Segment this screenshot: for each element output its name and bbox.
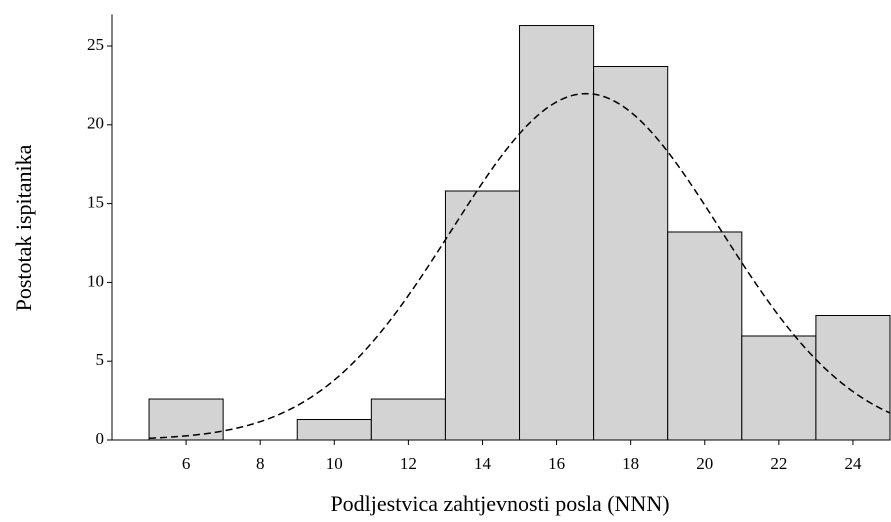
- y-tick-label: 0: [96, 429, 105, 448]
- bar: [444, 190, 521, 441]
- y-tick-label: 10: [87, 271, 104, 290]
- x-tick-label: 22: [770, 454, 787, 473]
- x-tick-label: 12: [400, 454, 417, 473]
- y-tick-label: 15: [87, 193, 104, 212]
- x-tick-label: 24: [844, 454, 862, 473]
- bar: [370, 398, 446, 441]
- x-tick-label: 6: [182, 454, 191, 473]
- x-tick-label: 10: [326, 454, 343, 473]
- x-tick-label: 20: [696, 454, 713, 473]
- y-tick-label: 25: [87, 35, 104, 54]
- x-tick-label: 8: [256, 454, 265, 473]
- bar: [519, 25, 595, 441]
- y-tick-label: 5: [96, 350, 105, 369]
- bar: [667, 231, 743, 441]
- x-tick-label: 16: [548, 454, 565, 473]
- x-tick-label: 18: [622, 454, 639, 473]
- y-tick-label: 20: [87, 114, 104, 133]
- bar: [815, 315, 891, 441]
- bar: [148, 398, 224, 441]
- bar: [741, 335, 817, 441]
- bar: [593, 66, 669, 441]
- x-axis-title: Podljestvica zahtjevnosti posla (NNN): [330, 491, 669, 516]
- x-tick-label: 14: [474, 454, 492, 473]
- y-axis-title: Postotak ispitanika: [11, 144, 36, 311]
- bar: [296, 419, 372, 441]
- normal-curve: [149, 92, 891, 439]
